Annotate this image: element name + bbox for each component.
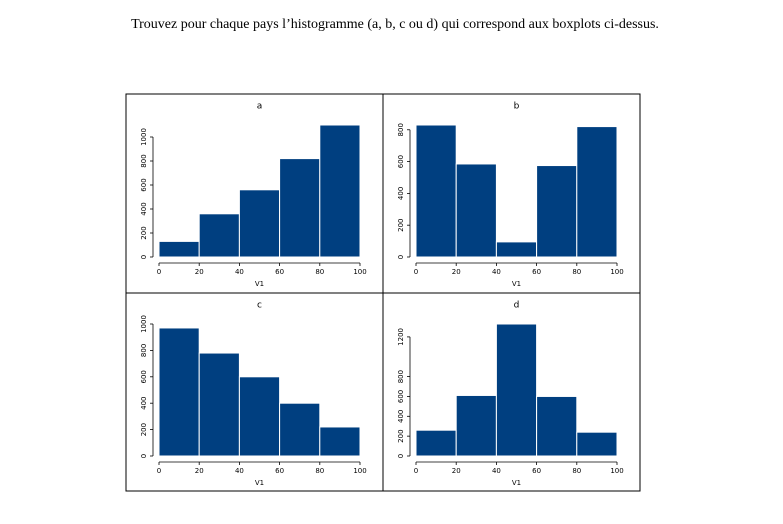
y-tick-label: 600 bbox=[140, 178, 148, 191]
y-tick-label: 0 bbox=[397, 255, 405, 259]
y-tick-label: 400 bbox=[397, 187, 405, 200]
x-tick-label: 0 bbox=[414, 268, 418, 276]
x-tick-label: 0 bbox=[157, 467, 161, 475]
x-tick-label: 80 bbox=[572, 467, 581, 475]
x-tick-label: 100 bbox=[610, 268, 623, 276]
x-tick-label: 80 bbox=[315, 268, 324, 276]
bar bbox=[495, 323, 538, 457]
bar bbox=[198, 213, 240, 258]
y-tick-label: 1000 bbox=[140, 315, 148, 333]
chart-title: b bbox=[514, 102, 520, 112]
bar bbox=[415, 429, 457, 457]
x-tick-label: 0 bbox=[157, 268, 161, 276]
x-tick-label: 20 bbox=[195, 268, 204, 276]
x-axis-label: V1 bbox=[512, 479, 521, 487]
bar bbox=[319, 124, 361, 258]
instruction: Trouvez pour chaque pays l’histogramme (… bbox=[131, 17, 659, 32]
bar bbox=[158, 240, 200, 258]
x-tick-label: 0 bbox=[414, 467, 418, 475]
y-tick-label: 200 bbox=[140, 226, 148, 239]
y-tick-label: 0 bbox=[140, 255, 148, 259]
y-tick-label: 800 bbox=[140, 344, 148, 357]
x-tick-label: 40 bbox=[235, 268, 244, 276]
x-axis-label: V1 bbox=[512, 280, 521, 288]
y-tick-label: 600 bbox=[397, 390, 405, 403]
bar bbox=[198, 352, 240, 457]
x-tick-label: 40 bbox=[492, 467, 501, 475]
chart-title: d bbox=[514, 301, 520, 311]
x-tick-label: 40 bbox=[235, 467, 244, 475]
x-tick-label: 100 bbox=[353, 467, 366, 475]
bar bbox=[495, 241, 538, 258]
x-tick-label: 60 bbox=[532, 268, 541, 276]
bar bbox=[158, 327, 200, 457]
y-tick-label: 400 bbox=[397, 410, 405, 423]
y-tick-label: 1200 bbox=[397, 328, 405, 346]
x-axis-label: V1 bbox=[255, 280, 264, 288]
chart-title: a bbox=[257, 102, 263, 112]
bar bbox=[238, 376, 281, 457]
x-tick-label: 20 bbox=[195, 467, 204, 475]
bar bbox=[279, 402, 321, 457]
bar bbox=[536, 165, 578, 258]
y-tick-label: 200 bbox=[397, 219, 405, 232]
x-tick-label: 60 bbox=[275, 467, 284, 475]
y-tick-label: 1000 bbox=[140, 128, 148, 146]
y-tick-label: 400 bbox=[140, 202, 148, 215]
bar bbox=[455, 394, 497, 457]
y-tick-label: 400 bbox=[140, 397, 148, 410]
x-axis-label: V1 bbox=[255, 479, 264, 487]
x-tick-label: 20 bbox=[452, 268, 461, 276]
y-tick-label: 600 bbox=[140, 370, 148, 383]
x-tick-label: 80 bbox=[572, 268, 581, 276]
bar bbox=[576, 431, 618, 457]
x-tick-label: 80 bbox=[315, 467, 324, 475]
bar bbox=[455, 163, 497, 258]
y-tick-label: 800 bbox=[397, 123, 405, 136]
bar bbox=[576, 126, 618, 258]
y-tick-label: 0 bbox=[140, 454, 148, 458]
bar bbox=[319, 426, 361, 457]
x-tick-label: 60 bbox=[532, 467, 541, 475]
bar bbox=[238, 189, 281, 258]
y-tick-label: 800 bbox=[140, 154, 148, 167]
x-tick-label: 100 bbox=[610, 467, 623, 475]
y-tick-label: 0 bbox=[397, 454, 405, 458]
y-tick-label: 800 bbox=[397, 370, 405, 383]
x-tick-label: 60 bbox=[275, 268, 284, 276]
bar bbox=[279, 158, 321, 258]
x-tick-label: 20 bbox=[452, 467, 461, 475]
y-tick-label: 200 bbox=[140, 423, 148, 436]
x-tick-label: 40 bbox=[492, 268, 501, 276]
y-tick-label: 600 bbox=[397, 155, 405, 168]
bar bbox=[415, 124, 457, 258]
y-tick-label: 200 bbox=[397, 429, 405, 442]
chart-title: c bbox=[257, 301, 262, 311]
x-tick-label: 100 bbox=[353, 268, 366, 276]
bar bbox=[536, 395, 578, 457]
